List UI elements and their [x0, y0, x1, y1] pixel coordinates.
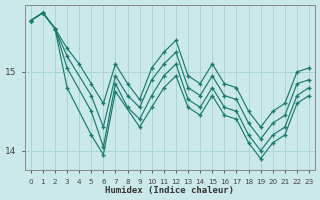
X-axis label: Humidex (Indice chaleur): Humidex (Indice chaleur) — [105, 186, 235, 195]
